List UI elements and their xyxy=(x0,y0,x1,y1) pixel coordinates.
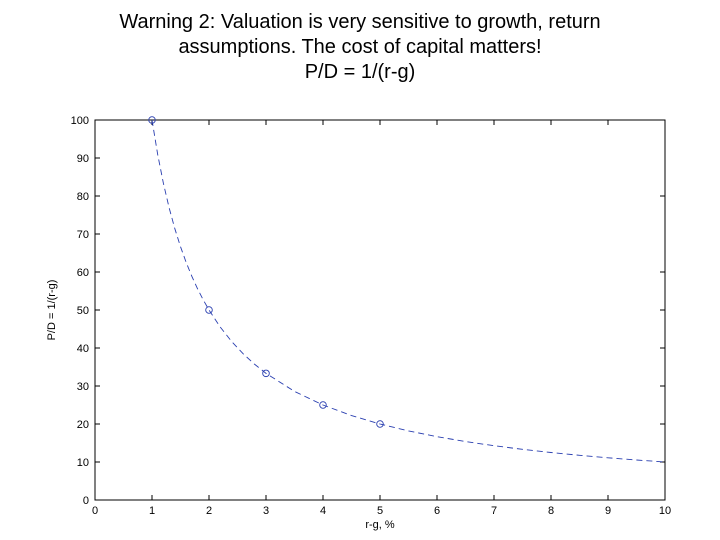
svg-text:10: 10 xyxy=(77,457,89,469)
svg-text:70: 70 xyxy=(77,229,89,241)
svg-text:4: 4 xyxy=(320,505,326,517)
svg-text:8: 8 xyxy=(548,505,554,517)
svg-text:0: 0 xyxy=(83,495,89,507)
svg-text:60: 60 xyxy=(77,267,89,279)
svg-text:80: 80 xyxy=(77,191,89,203)
title-line-1: Warning 2: Valuation is very sensitive t… xyxy=(119,11,600,33)
svg-text:40: 40 xyxy=(77,343,89,355)
title-line-3: P/D = 1/(r-g) xyxy=(305,61,416,83)
svg-text:30: 30 xyxy=(77,381,89,393)
svg-text:100: 100 xyxy=(71,115,89,127)
pd-curve-chart: 0123456789100102030405060708090100r-g, %… xyxy=(40,115,680,535)
svg-text:P/D = 1/(r-g): P/D = 1/(r-g) xyxy=(46,280,58,341)
svg-text:50: 50 xyxy=(77,305,89,317)
svg-text:r-g, %: r-g, % xyxy=(365,519,395,531)
title-line-2: assumptions. The cost of capital matters… xyxy=(178,36,541,58)
svg-text:20: 20 xyxy=(77,419,89,431)
svg-text:9: 9 xyxy=(605,505,611,517)
svg-text:2: 2 xyxy=(206,505,212,517)
svg-text:7: 7 xyxy=(491,505,497,517)
svg-text:0: 0 xyxy=(92,505,98,517)
svg-text:90: 90 xyxy=(77,153,89,165)
svg-text:1: 1 xyxy=(149,505,155,517)
svg-text:6: 6 xyxy=(434,505,440,517)
svg-text:3: 3 xyxy=(263,505,269,517)
svg-text:10: 10 xyxy=(659,505,671,517)
svg-text:5: 5 xyxy=(377,505,383,517)
